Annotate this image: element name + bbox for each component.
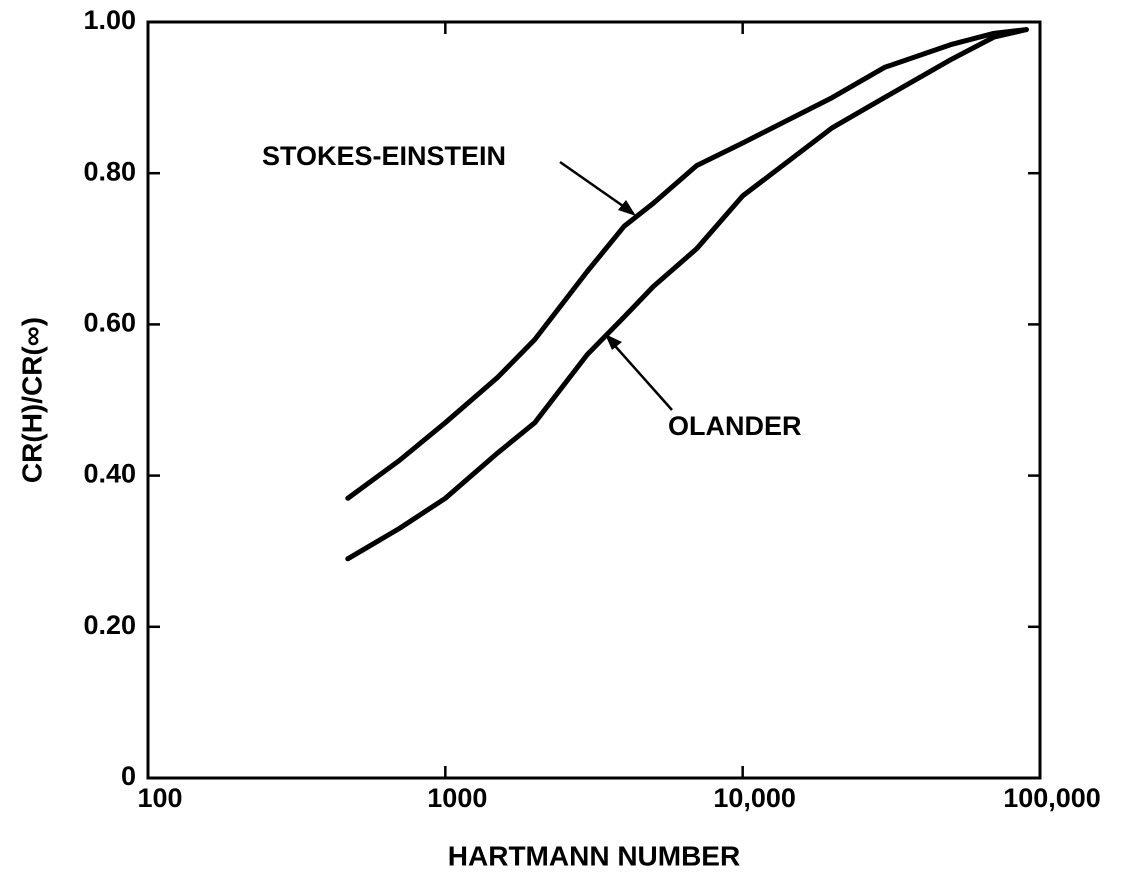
series-annotation: OLANDER <box>668 411 802 441</box>
x-axis-title: HARTMANN NUMBER <box>448 840 740 871</box>
arrow-head <box>618 200 636 216</box>
x-tick-label: 10,000 <box>713 783 796 813</box>
y-tick-label: 1.00 <box>83 5 136 35</box>
arrow-head <box>605 334 622 350</box>
series-line <box>345 27 1029 562</box>
y-tick-label: 0.40 <box>83 459 136 489</box>
plot-frame <box>146 20 1042 780</box>
annotation-arrow <box>607 337 673 411</box>
series-annotation: STOKES-EINSTEIN <box>262 141 506 171</box>
y-tick-label: 0.60 <box>83 308 136 338</box>
x-tick-label: 100,000 <box>1003 783 1101 813</box>
y-tick-label: 0 <box>121 761 136 791</box>
series-line <box>345 27 1029 501</box>
x-tick-label: 1000 <box>427 783 487 813</box>
y-axis-title: CR(H)/CR(∞) <box>16 317 47 483</box>
annotation-arrow <box>559 160 634 215</box>
y-tick-label: 0.20 <box>83 610 136 640</box>
y-tick-label: 0.80 <box>83 156 136 186</box>
x-tick-label: 100 <box>137 783 182 813</box>
